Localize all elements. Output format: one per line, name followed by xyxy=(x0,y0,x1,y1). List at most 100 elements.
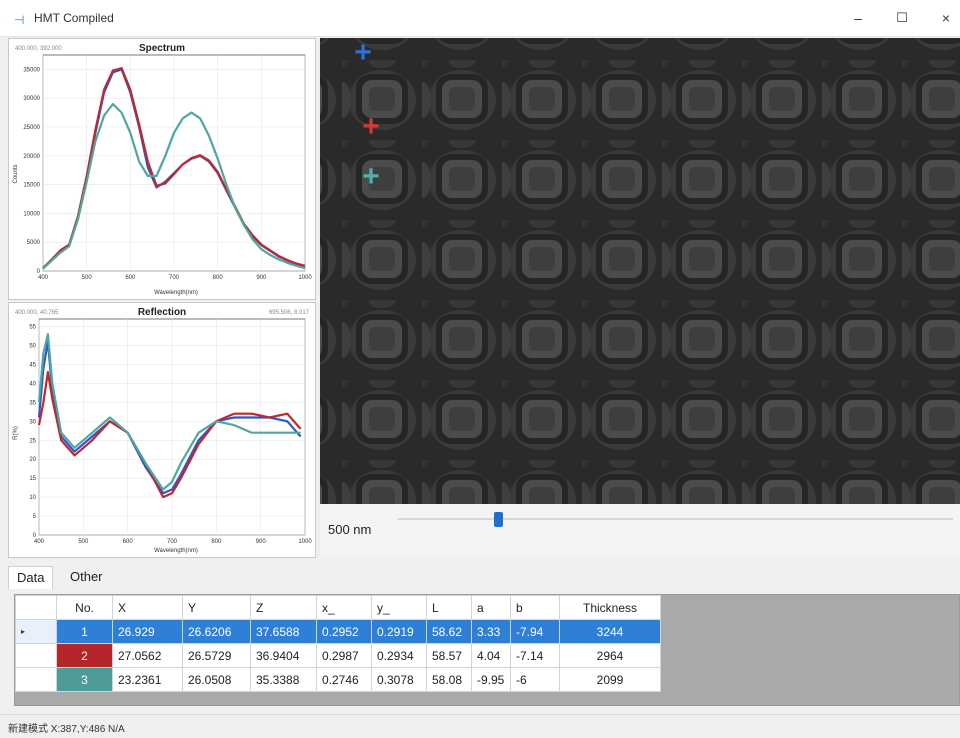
data-table: No. X Y Z x_ y_ L a b Thickness ▸ 1 26.9… xyxy=(15,595,661,692)
spectrum-x-tick-label: 400 xyxy=(38,275,49,281)
zoom-slider-track[interactable] xyxy=(398,518,953,520)
cell-thickness[interactable]: 3244 xyxy=(559,619,661,644)
reflection-x-tick-label: 600 xyxy=(123,539,134,545)
cell-b[interactable]: -6 xyxy=(510,667,560,692)
reflection-x-tick-label: 500 xyxy=(78,539,89,545)
cell-z[interactable]: 35.3388 xyxy=(250,667,317,692)
spectrum-y-tick-label: 15000 xyxy=(23,183,40,189)
reflection-ylabel: R(%) xyxy=(13,426,19,440)
table-row[interactable]: 3 23.2361 26.0508 35.3388 0.2746 0.3078 … xyxy=(15,667,661,692)
reflection-y-tick-label: 45 xyxy=(29,362,36,368)
cell-l[interactable]: 58.57 xyxy=(426,643,472,668)
reflection-xlabel: Wavelength(nm) xyxy=(154,548,198,554)
cell-x[interactable]: 26.929 xyxy=(112,619,183,644)
spectrum-x-tick-label: 700 xyxy=(169,275,180,281)
reflection-y-tick-label: 5 xyxy=(33,514,37,520)
spectrum-series-line-2 xyxy=(42,67,306,269)
plus-marker-blue-icon[interactable]: + xyxy=(354,38,372,69)
spectrum-x-tick-label: 500 xyxy=(82,275,93,281)
cell-y[interactable]: 26.6206 xyxy=(182,619,251,644)
column-header-x[interactable]: X xyxy=(112,595,183,620)
column-header-a[interactable]: a xyxy=(471,595,511,620)
reflection-y-tick-label: 55 xyxy=(29,325,36,331)
zoom-slider-thumb[interactable] xyxy=(493,512,503,527)
reflection-x-tick-label: 400 xyxy=(34,539,45,545)
cell-x-chroma[interactable]: 0.2746 xyxy=(316,667,372,692)
cell-no[interactable]: 1 xyxy=(56,619,113,644)
cell-b[interactable]: -7.14 xyxy=(510,643,560,668)
spectrum-y-tick-label: 5000 xyxy=(27,240,41,246)
cell-y-chroma[interactable]: 0.2919 xyxy=(371,619,427,644)
reflection-chart: 400.000, 40.765 695.506, 8.017 Reflectio… xyxy=(13,307,312,554)
reflection-x-tick-label: 800 xyxy=(211,539,222,545)
cell-x-chroma[interactable]: 0.2987 xyxy=(316,643,372,668)
tab-data[interactable]: Data xyxy=(8,566,54,589)
table-row[interactable]: 2 27.0562 26.5729 36.9404 0.2987 0.2934 … xyxy=(15,643,661,668)
cell-no[interactable]: 3 xyxy=(56,667,113,692)
cell-y[interactable]: 26.0508 xyxy=(182,667,251,692)
close-button[interactable]: × xyxy=(941,10,951,26)
reflection-y-tick-label: 40 xyxy=(29,381,36,387)
spectrum-title: Spectrum xyxy=(139,43,185,54)
row-selector-arrow-icon[interactable]: ▸ xyxy=(15,619,57,644)
spectrum-y-tick-label: 10000 xyxy=(23,211,40,217)
cell-y-chroma[interactable]: 0.3078 xyxy=(371,667,427,692)
reflection-x-tick-label: 1000 xyxy=(298,539,312,545)
scale-bar-area: 500 nm xyxy=(320,504,960,556)
column-header-x-chroma[interactable]: x_ xyxy=(316,595,372,620)
cell-l[interactable]: 58.62 xyxy=(426,619,472,644)
spectrum-y-tick-label: 0 xyxy=(37,269,41,275)
cell-z[interactable]: 36.9404 xyxy=(250,643,317,668)
plus-marker-teal-icon[interactable]: + xyxy=(362,160,380,193)
cell-y[interactable]: 26.5729 xyxy=(182,643,251,668)
maximize-button[interactable]: ☐ xyxy=(896,10,908,25)
micrograph-pattern xyxy=(320,38,960,504)
row-selector[interactable] xyxy=(15,667,57,692)
cell-x-chroma[interactable]: 0.2952 xyxy=(316,619,372,644)
window-title: HMT Compiled xyxy=(34,11,114,25)
reflection-y-tick-label: 20 xyxy=(29,457,36,463)
data-table-container: No. X Y Z x_ y_ L a b Thickness ▸ 1 26.9… xyxy=(14,594,960,706)
cell-a[interactable]: 4.04 xyxy=(471,643,511,668)
column-header-l[interactable]: L xyxy=(426,595,472,620)
spectrum-x-tick-label: 900 xyxy=(256,275,267,281)
row-selector-header xyxy=(15,595,57,620)
cell-x[interactable]: 23.2361 xyxy=(112,667,183,692)
spectrum-xlabel: Wavelength(nm) xyxy=(154,290,198,296)
spectrum-chart-panel: 400.000, 392.000 Spectrum Wavelength(nm)… xyxy=(8,38,316,300)
minimize-button[interactable]: – xyxy=(854,10,862,26)
row-selector[interactable] xyxy=(15,643,57,668)
cell-y-chroma[interactable]: 0.2934 xyxy=(371,643,427,668)
column-header-z[interactable]: Z xyxy=(250,595,317,620)
cell-a[interactable]: 3.33 xyxy=(471,619,511,644)
spectrum-series-line-3 xyxy=(42,102,306,270)
cell-no[interactable]: 2 xyxy=(56,643,113,668)
cell-thickness[interactable]: 2964 xyxy=(559,643,661,668)
column-header-y-chroma[interactable]: y_ xyxy=(371,595,427,620)
reflection-x-tick-label: 700 xyxy=(167,539,178,545)
status-text: 新建模式 X:387,Y:486 N/A xyxy=(8,724,125,735)
cell-a[interactable]: -9.95 xyxy=(471,667,511,692)
table-row[interactable]: ▸ 1 26.929 26.6206 37.6588 0.2952 0.2919… xyxy=(15,619,661,644)
reflection-y-tick-label: 10 xyxy=(29,495,36,501)
spectrum-y-tick-label: 35000 xyxy=(23,67,40,73)
reflection-coords-right: 695.506, 8.017 xyxy=(269,310,310,316)
spectrum-y-tick-label: 25000 xyxy=(23,125,40,131)
spectrum-chart: 400.000, 392.000 Spectrum Wavelength(nm)… xyxy=(13,43,312,296)
column-header-b[interactable]: b xyxy=(510,595,560,620)
cell-x[interactable]: 27.0562 xyxy=(112,643,183,668)
cell-b[interactable]: -7.94 xyxy=(510,619,560,644)
plus-marker-red-icon[interactable]: + xyxy=(362,110,380,143)
spectrum-y-tick-label: 30000 xyxy=(23,96,40,102)
reflection-coords-left: 400.000, 40.765 xyxy=(15,310,59,316)
column-header-thickness[interactable]: Thickness xyxy=(559,595,661,620)
column-header-no[interactable]: No. xyxy=(56,595,113,620)
table-header-row: No. X Y Z x_ y_ L a b Thickness xyxy=(15,595,661,620)
cell-l[interactable]: 58.08 xyxy=(426,667,472,692)
scale-label: 500 nm xyxy=(328,522,372,537)
tab-other[interactable]: Other xyxy=(70,569,103,584)
cell-thickness[interactable]: 2099 xyxy=(559,667,661,692)
sample-image-viewer[interactable]: + + + xyxy=(320,38,960,504)
column-header-y[interactable]: Y xyxy=(182,595,251,620)
cell-z[interactable]: 37.6588 xyxy=(250,619,317,644)
